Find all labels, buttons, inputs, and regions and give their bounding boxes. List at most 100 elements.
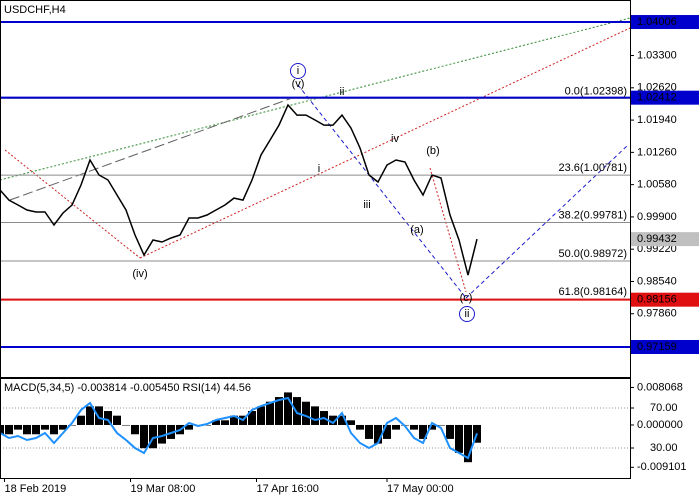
y-tick-label: 0.98540: [637, 275, 677, 287]
y2-tick-label: 30.00: [650, 442, 678, 454]
macd-bar: [203, 424, 211, 426]
macd-bar: [437, 424, 445, 426]
macd-bar: [185, 424, 193, 430]
macd-bar: [32, 424, 40, 435]
macd-bar: [59, 424, 67, 430]
macd-bar: [41, 424, 49, 430]
macd-bar: [284, 392, 292, 425]
level-box: [631, 15, 699, 30]
fib-label: 0.0(1.02398): [565, 85, 627, 97]
macd-bar: [374, 424, 382, 444]
macd-bar: [50, 424, 58, 435]
y-tick-label: 0.008068: [637, 381, 683, 393]
fib-label: 38.2(0.99781): [559, 209, 628, 221]
wave-label: (a): [410, 224, 423, 236]
wave-label: i: [297, 65, 299, 77]
macd-bar: [5, 424, 13, 435]
wave-label: i: [318, 163, 320, 175]
y-tick-label: 0.99900: [637, 211, 677, 223]
y-tick-label: 0.000000: [637, 419, 683, 431]
macd-bar: [302, 401, 310, 425]
y-tick-label: 1.03300: [637, 49, 677, 61]
macd-bar: [410, 424, 418, 430]
x-tick-label: 18 Feb 2019: [5, 483, 67, 495]
level-label: 1.02412: [637, 92, 677, 104]
trend-line: [429, 167, 467, 293]
macd-bar: [293, 397, 301, 425]
macd-bar: [95, 406, 103, 425]
macd-bar: [365, 424, 373, 439]
macd-bar: [230, 415, 238, 425]
wave-label: iv: [391, 133, 399, 145]
macd-bar: [383, 424, 391, 439]
y2-tick-label: 70.00: [650, 402, 678, 414]
macd-bar: [104, 411, 112, 425]
macd-bar: [311, 406, 319, 425]
macd-bar: [419, 424, 427, 439]
rsi-line: [0, 396, 478, 460]
macd-bar: [266, 401, 274, 425]
level-box: [631, 232, 699, 247]
macd-bar: [221, 420, 229, 425]
chart-title: USDCHF,H4: [4, 4, 66, 16]
macd-bar: [86, 406, 94, 425]
trend-line: [4, 149, 141, 259]
price-line: [0, 103, 478, 276]
indicator-frame: [0, 378, 631, 479]
y-tick-label: -0.009101: [637, 461, 687, 473]
wave-label: ii: [465, 308, 470, 320]
macd-bar: [392, 424, 400, 430]
macd-bar: [23, 424, 31, 435]
wave-label: (v): [292, 78, 305, 90]
macd-bar: [77, 415, 85, 425]
macd-bar: [68, 424, 76, 426]
macd-bar: [248, 411, 256, 425]
level-label: 0.97159: [637, 341, 677, 353]
macd-bar: [464, 424, 472, 463]
macd-bar: [275, 397, 283, 425]
indicator-title: MACD(5,34,5) -0.003814 -0.005450 RSI(14)…: [4, 382, 251, 394]
wave-label: iii: [363, 199, 370, 211]
macd-bar: [140, 424, 148, 449]
macd-bar: [0, 424, 4, 435]
y-tick-label: 1.00580: [637, 179, 677, 191]
macd-bar: [338, 415, 346, 425]
macd-bar: [113, 415, 121, 425]
trend-line: [0, 17, 631, 181]
fib-label: 50.0(0.98972): [559, 248, 628, 260]
wave-label: (c): [460, 292, 473, 304]
plot-layer: 0.0(1.02398) 23.6(1.00781) 38.2(0.99781) 50…: [0, 21, 630, 463]
trend-line: [297, 84, 467, 299]
macd-bar: [257, 406, 265, 425]
macd-bar: [131, 424, 139, 435]
wave-circle: [459, 306, 475, 322]
macd-bar: [356, 424, 364, 430]
x-tick-label: 17 May 00:00: [387, 483, 454, 495]
macd-bar: [446, 424, 454, 439]
wave-label: (b): [426, 145, 439, 157]
wave-circle: [290, 63, 306, 79]
y-tick-label: 1.01260: [637, 146, 677, 158]
level-label: 0.98156: [637, 294, 677, 306]
fib-label: 23.6(1.00781): [559, 162, 628, 174]
level-label: 0.99432: [637, 233, 677, 245]
fib-label: 61.8(0.98164): [559, 286, 628, 298]
trend-line: [9, 97, 293, 201]
x-tick-label: 19 Mar 08:00: [131, 483, 196, 495]
macd-bar: [212, 420, 220, 425]
wave-label: (iv): [132, 268, 147, 280]
level-box: [631, 90, 699, 105]
macd-bar: [122, 424, 130, 426]
macd-bar: [329, 415, 337, 425]
macd-bar: [428, 424, 436, 430]
level-label: 1.04006: [637, 16, 677, 28]
macd-bar: [149, 424, 157, 449]
level-box: [631, 292, 699, 307]
macd-bar: [158, 424, 166, 444]
price-frame: [0, 0, 631, 378]
y-tick-label: 1.01940: [637, 114, 677, 126]
macd-bar: [14, 424, 22, 430]
level-box: [631, 340, 699, 355]
trend-line: [465, 144, 629, 299]
